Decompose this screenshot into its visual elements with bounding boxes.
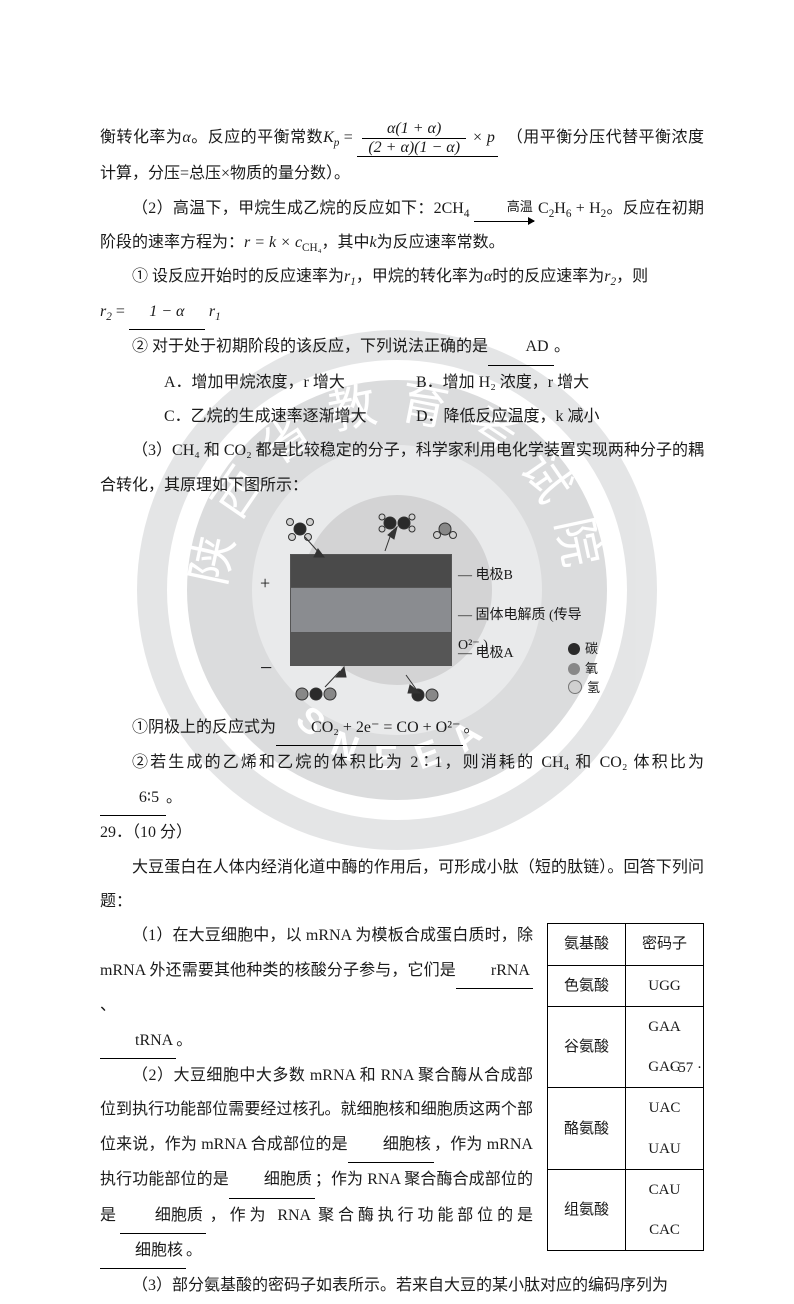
k: k (370, 234, 377, 251)
text: 。 (186, 1242, 202, 1259)
para-4: ② 对于处于初期阶段的该反应，下列说法正确的是AD。 (100, 330, 704, 365)
rate-eq: r = k × c (244, 234, 302, 251)
answer-cyto1: 细胞质 (229, 1163, 315, 1198)
legend: 碳 氧 氢 (568, 639, 600, 698)
electrochem-diagram: + − — 电极B — 固体电解质 (传导 O²⁻ ) — 电极A (230, 509, 590, 709)
codon-table: 氨基酸密码子 色氨酸UGG 谷氨酸GAA GAG 酪氨酸UAC UAU 组氨酸C… (547, 923, 704, 1251)
text: 、 (100, 997, 116, 1014)
answer-kp: α(1 + α)(2 + α)(1 − α) × p (357, 120, 498, 157)
text: ，作为 RNA 聚合酶执行功能部位的是 (206, 1207, 533, 1224)
answer-trna: tRNA (100, 1024, 176, 1059)
cell: UAU (625, 1129, 703, 1170)
cell: 色氨酸 (547, 965, 625, 1006)
text: + H (571, 200, 600, 217)
r1: r1 (344, 268, 356, 285)
reaction-arrow: 高温 (474, 193, 534, 222)
options-row2: C．乙烷的生成速率逐渐增大 D．降低反应温度，k 减小 (100, 400, 704, 434)
r1-rhs: r1 (205, 303, 221, 320)
answer-nuc2: 细胞核 (100, 1234, 186, 1269)
kp: Kp (323, 129, 339, 146)
answer-r2: 1 − α (129, 295, 205, 330)
text: 为反应速率常数。 (377, 234, 505, 251)
cell: CAU (625, 1169, 703, 1210)
alpha: α (182, 129, 190, 146)
para-6: ①阴极上的反应式为CO₂ + 2e⁻ = CO + O²⁻。 (100, 711, 704, 746)
alpha: α (484, 268, 492, 285)
r2: r2 (604, 268, 616, 285)
para-7: ②若生成的乙烯和乙烷的体积比为 2∶1，则消耗的 CH₄ 和 CO₂ 体积比为 6… (100, 746, 704, 816)
text: 。 (166, 789, 182, 806)
cell: 组氨酸 (547, 1169, 625, 1251)
text: 。 (554, 338, 570, 355)
answer-cathode: CO₂ + 2e⁻ = CO + O²⁻ (276, 711, 463, 746)
text: H (554, 200, 566, 217)
text: ①阴极上的反应式为 (132, 719, 276, 736)
options-row1: A．增加甲烷浓度，r 增大 B．增加 H₂ 浓度，r 增大 (100, 366, 704, 400)
text: ②若生成的乙烯和乙烷的体积比为 2∶1，则消耗的 CH₄ 和 CO₂ 体积比为 (132, 754, 704, 771)
text: ，则 (616, 268, 648, 285)
cell: CAC (625, 1210, 703, 1251)
text: ② 对于处于初期阶段的该反应，下列说法正确的是 (132, 338, 488, 355)
content-body: 衡转化率为α。反应的平衡常数Kp = α(1 + α)(2 + α)(1 − α… (0, 0, 794, 1304)
text: 。 (176, 1032, 192, 1049)
option-a: A．增加甲烷浓度，r 增大 (132, 366, 412, 400)
para-11: （3）部分氨基酸的密码子如表所示。若来自大豆的某小肽对应的编码序列为 (100, 1269, 704, 1303)
cell: GAG (625, 1047, 703, 1088)
text: 时的反应速率为 (492, 268, 604, 285)
option-d: D．降低反应温度，k 减小 (416, 408, 600, 425)
answer-ratio: 6∶5 (100, 781, 166, 816)
legend-carbon: 碳 (585, 641, 598, 656)
text: 。 (463, 719, 479, 736)
text: C (538, 200, 549, 217)
r2-lhs: r2 (100, 303, 112, 320)
sub: 4 (464, 208, 470, 220)
para-kp: 衡转化率为α。反应的平衡常数Kp = α(1 + α)(2 + α)(1 − α… (100, 120, 704, 192)
para-3b: r2 = 1 − α r1 (100, 295, 704, 330)
answer-cyto2: 细胞质 (120, 1199, 206, 1234)
text: = (339, 129, 357, 146)
answer-ad: AD (488, 330, 554, 365)
text: （2）高温下，甲烷生成乙烷的反应如下：2CH (132, 200, 464, 217)
answer-nuc1: 细胞核 (348, 1128, 434, 1163)
text: ，其中 (322, 234, 370, 251)
text: ① 设反应开始时的反应速率为 (132, 268, 344, 285)
cell: 谷氨酸 (547, 1006, 625, 1088)
sub: CH₄ (302, 242, 321, 254)
text: 衡转化率为 (100, 129, 182, 146)
text: = (112, 303, 129, 320)
para-8: 大豆蛋白在人体内经消化道中酶的作用后，可形成小肽（短的肽链）。回答下列问题： (100, 851, 704, 920)
q29-header: 29．（10 分） (100, 816, 704, 850)
th-amino: 氨基酸 (547, 924, 625, 965)
text: ，甲烷的转化率为 (356, 268, 484, 285)
legend-oxygen: 氧 (585, 661, 598, 676)
option-c: C．乙烷的生成速率逐渐增大 (132, 400, 412, 434)
cell: UGG (625, 965, 703, 1006)
cell: GAA (625, 1006, 703, 1047)
legend-hydrogen: 氢 (587, 680, 600, 695)
para-3a: ① 设反应开始时的反应速率为r1，甲烷的转化率为α时的反应速率为r2，则 (100, 260, 704, 294)
para-5: （3）CH₄ 和 CO₂ 都是比较稳定的分子，科学家利用电化学装置实现两种分子的… (100, 434, 704, 503)
answer-rrna: rRNA (456, 954, 533, 989)
cell: 酪氨酸 (547, 1088, 625, 1170)
para-2: （2）高温下，甲烷生成乙烷的反应如下：2CH4 高温 C2H6 + H2。反应在… (100, 192, 704, 261)
page: 陕西省教育考试院 SNEEA 衡转化率为α。反应的平衡常数Kp = α(1 + … (0, 0, 794, 1123)
option-b: B．增加 H₂ 浓度，r 增大 (416, 374, 589, 391)
text: 。反应的平衡常数 (191, 129, 323, 146)
th-codon: 密码子 (625, 924, 703, 965)
